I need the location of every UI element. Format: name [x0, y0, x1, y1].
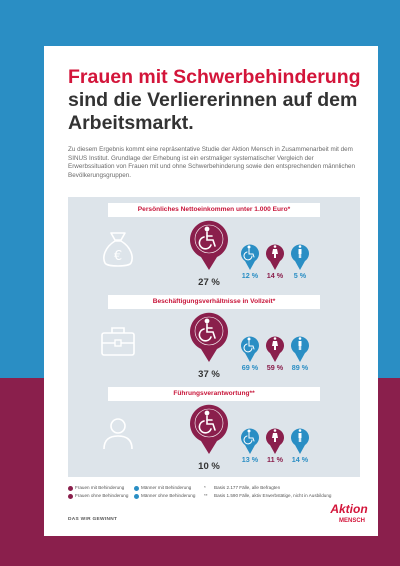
poster-card: Frauen mit Schwerbehinderung sind die Ve…	[44, 46, 378, 536]
women-without-disability-marker	[266, 244, 284, 270]
section-leadership: Führungsverantwortung** 10 %	[68, 381, 360, 472]
aktion-mensch-logo: Aktion MENSCH	[329, 502, 367, 524]
men-with-disability-value: 13 %	[241, 455, 259, 464]
men-with-disability-marker	[241, 336, 259, 362]
men-without-disability-marker	[291, 336, 309, 362]
section-heading: Beschäftigungsverhältnisse in Vollzeit*	[108, 295, 320, 309]
women-without-disability-marker	[266, 336, 284, 362]
legend-women: Frauen mit Behinderung Frauen ohne Behin…	[68, 484, 128, 500]
main-value: 10 %	[198, 461, 220, 472]
logo-line-2: MENSCH	[339, 518, 365, 524]
men-without-disability-value: 5 %	[293, 271, 307, 280]
women-without-disability-value: 59 %	[266, 363, 284, 372]
footnote-text: Basis 2.177 Fälle, alle Befragten	[214, 485, 281, 490]
women-with-disability-marker	[190, 404, 228, 454]
legend-notes: * Basis 2.177 Fälle, alle Befragten ** Bas…	[204, 484, 331, 500]
section-heading: Persönliches Nettoeinkommen unter 1.000 …	[108, 203, 320, 217]
wheelchair-dot-icon	[68, 485, 73, 491]
legend-item: Frauen mit Behinderung	[68, 484, 128, 492]
section-heading: Führungsverantwortung**	[108, 387, 320, 401]
man-dot-icon	[134, 493, 139, 499]
logo-line-1: Aktion	[329, 502, 367, 516]
men-with-disability-marker	[241, 244, 259, 270]
footnote-mark: **	[204, 493, 208, 498]
women-without-disability-value: 14 %	[266, 271, 284, 280]
footnote: * Basis 2.177 Fälle, alle Befragten	[204, 484, 331, 492]
footnote: ** Basis 1.590 Fälle, aktiv Erwerbstätige…	[204, 492, 331, 500]
main-value: 27 %	[198, 277, 220, 288]
briefcase-icon	[101, 327, 135, 356]
legend-item: Männer ohne Behinderung	[134, 492, 195, 500]
page-title: Frauen mit Schwerbehinderung sind die Ve…	[68, 66, 368, 135]
women-without-disability-marker	[266, 428, 284, 454]
men-without-disability-value: 14 %	[291, 455, 309, 464]
person-icon	[103, 418, 133, 450]
legend-label: Männer mit Behinderung	[141, 485, 192, 490]
woman-dot-icon	[68, 493, 73, 499]
money-bag-euro-icon: €	[103, 232, 133, 267]
wheelchair-dot-icon	[134, 485, 139, 491]
legend-item: Frauen ohne Behinderung	[68, 492, 128, 500]
section-fulltime: Beschäftigungsverhältnisse in Vollzeit* …	[68, 289, 360, 380]
legend-item: Männer mit Behinderung	[134, 484, 195, 492]
intro-text: Zu diesem Ergebnis kommt eine repräsenta…	[68, 146, 356, 179]
section-income: Persönliches Nettoeinkommen unter 1.000 …	[68, 197, 360, 288]
men-with-disability-value: 12 %	[241, 271, 259, 280]
legend-men: Männer mit Behinderung Männer ohne Behin…	[134, 484, 195, 500]
svg-text:€: €	[114, 249, 122, 264]
men-without-disability-value: 89 %	[291, 363, 309, 372]
women-with-disability-marker	[190, 220, 228, 270]
men-without-disability-marker	[291, 244, 309, 270]
footnote-text: Basis 1.590 Fälle, aktiv Erwerbstätige, …	[214, 493, 332, 498]
slogan: DAS WIR GEWINNT	[68, 517, 118, 522]
men-with-disability-value: 69 %	[241, 363, 259, 372]
footnote-mark: *	[204, 485, 206, 490]
title-line-2: sind die Verliererinnen auf dem Arbeitsm…	[68, 89, 358, 134]
title-line-1: Frauen mit Schwerbehinderung	[68, 66, 361, 88]
men-without-disability-marker	[291, 428, 309, 454]
legend-label: Männer ohne Behinderung	[141, 493, 196, 498]
legend-label: Frauen ohne Behinderung	[75, 493, 129, 498]
legend-label: Frauen mit Behinderung	[75, 485, 125, 490]
main-value: 37 %	[198, 369, 220, 380]
women-with-disability-marker	[190, 312, 228, 362]
infographic-panel: Persönliches Nettoeinkommen unter 1.000 …	[68, 197, 360, 477]
women-without-disability-value: 11 %	[267, 455, 283, 464]
men-with-disability-marker	[241, 428, 259, 454]
